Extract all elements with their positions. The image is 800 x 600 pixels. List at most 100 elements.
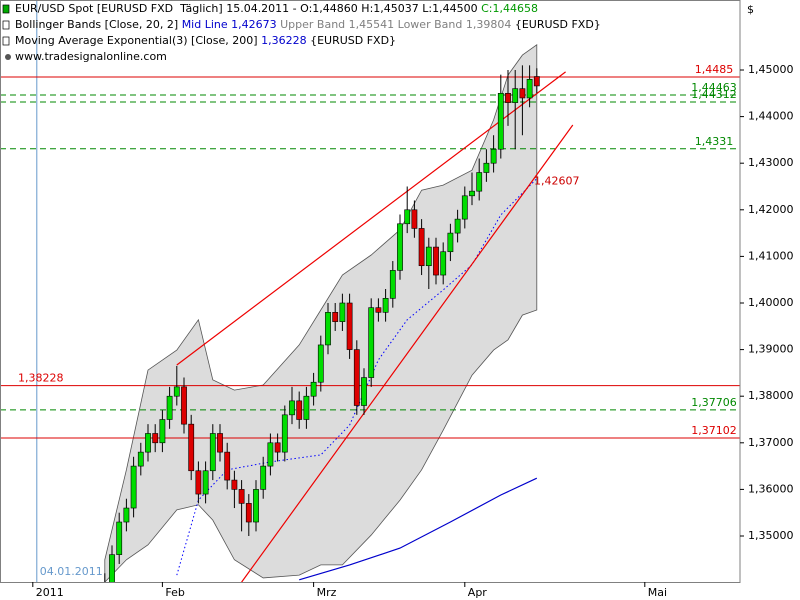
candle-body xyxy=(202,470,209,495)
candle-body xyxy=(433,246,439,276)
candle-body xyxy=(274,442,281,453)
header-text: {EURUSD FXD} xyxy=(515,18,601,31)
candle-body xyxy=(490,148,497,164)
y-tick-label: 1,41000 xyxy=(748,249,794,262)
level-label: 1,37706 xyxy=(691,396,737,409)
y-tick-label: 1,42000 xyxy=(748,203,794,216)
y-tick-label: 1,40000 xyxy=(748,296,794,309)
x-tick-label: Mai xyxy=(648,586,667,599)
candle-body xyxy=(209,433,216,472)
candle-body xyxy=(303,395,310,420)
candle-body xyxy=(217,433,223,453)
level-label: 1,44312 xyxy=(691,88,737,101)
candle-body xyxy=(116,521,123,555)
candle-body xyxy=(181,386,187,425)
candle-body xyxy=(397,223,403,271)
candle-body xyxy=(245,503,252,523)
header-text: C:1,44658 xyxy=(481,2,538,15)
candle-body xyxy=(339,302,346,322)
indicator-line xyxy=(299,477,538,581)
x-tick-label: Apr xyxy=(468,586,488,599)
header-text: www.tradesignalonline.com xyxy=(15,50,167,63)
candle-body xyxy=(224,451,231,481)
header-line: www.tradesignalonline.com xyxy=(15,50,167,63)
candle-body xyxy=(483,162,490,173)
candle-body xyxy=(454,218,461,234)
candle-body xyxy=(296,400,303,420)
candle-body xyxy=(447,232,454,253)
candle-body xyxy=(519,88,526,99)
candle-body xyxy=(425,246,432,267)
header-icon xyxy=(2,4,10,14)
candle-body xyxy=(418,228,425,267)
candle-body xyxy=(145,433,151,453)
candle-body xyxy=(476,172,483,192)
candle-body xyxy=(461,195,468,220)
header-line: Bollinger Bands [Close, 20, 2] Mid Line … xyxy=(15,18,601,31)
candle-body xyxy=(361,377,367,406)
y-tick-label: 1,35000 xyxy=(748,529,794,542)
candle-body xyxy=(411,209,418,229)
header-icon xyxy=(2,20,10,30)
candle-body xyxy=(469,190,475,197)
candle-body xyxy=(152,433,159,444)
indicator-line xyxy=(176,178,538,576)
candle-body xyxy=(173,386,180,397)
candle-body xyxy=(260,465,267,490)
level-label: 1,4485 xyxy=(695,63,734,76)
candle-body xyxy=(130,465,137,509)
candle-body xyxy=(353,349,360,406)
trend-label: 1,42607 xyxy=(534,175,580,188)
level-label: 1,37102 xyxy=(691,424,737,437)
candle-body xyxy=(310,381,317,397)
candle-body xyxy=(238,489,245,504)
header-text: 1,36228 xyxy=(261,34,307,47)
header-line: EUR/USD Spot [EURUSD FXD Täglich] 15.04.… xyxy=(15,2,538,15)
y-tick-label: 1,39000 xyxy=(748,343,794,356)
y-tick-label: 1,37000 xyxy=(748,436,794,449)
candle-body xyxy=(317,344,324,383)
candle-body xyxy=(533,76,540,87)
y-tick-label: 1,45000 xyxy=(748,63,794,76)
candle-body xyxy=(166,395,173,420)
candle-body xyxy=(346,302,353,350)
candle-body xyxy=(195,470,202,495)
candle-body xyxy=(267,442,274,467)
level-label: 1,4331 xyxy=(695,135,734,148)
candle-body xyxy=(289,400,295,416)
candle-body xyxy=(281,414,288,453)
candle-body xyxy=(505,92,511,103)
y-tick-label: 1,43000 xyxy=(748,156,794,169)
candle-body xyxy=(137,451,144,467)
y-unit: $ xyxy=(747,3,754,16)
x-tick-label: 2011 xyxy=(36,586,64,599)
candle-body xyxy=(231,479,238,490)
candle-body xyxy=(325,312,331,346)
header-text: {EURUSD FXD} xyxy=(307,34,396,47)
y-tick-label: 1,36000 xyxy=(748,482,794,495)
candle-body xyxy=(109,554,115,582)
level-label: 1,38228 xyxy=(18,372,64,385)
candle-body xyxy=(123,507,130,523)
candle-body xyxy=(526,79,533,99)
candle-body xyxy=(332,312,339,322)
candle-body xyxy=(382,298,389,313)
y-tick-label: 1,44000 xyxy=(748,110,794,123)
candle-body xyxy=(404,209,411,225)
header-text: EUR/USD Spot [EURUSD FXD Täglich] 15.04.… xyxy=(15,2,481,15)
header-icon xyxy=(5,54,11,60)
candle-body xyxy=(368,307,375,378)
candle-body xyxy=(159,419,166,444)
header-line: Moving Average Exponential(3) [Close, 20… xyxy=(15,34,396,47)
header-icon xyxy=(2,36,10,46)
cursor-label: 04.01.2011 xyxy=(40,565,103,578)
candle-body xyxy=(188,423,195,472)
candle-body xyxy=(440,251,447,276)
candle-body xyxy=(389,270,396,299)
candle-body xyxy=(512,88,519,103)
candle-body xyxy=(375,307,382,313)
indicator-line xyxy=(241,124,574,582)
